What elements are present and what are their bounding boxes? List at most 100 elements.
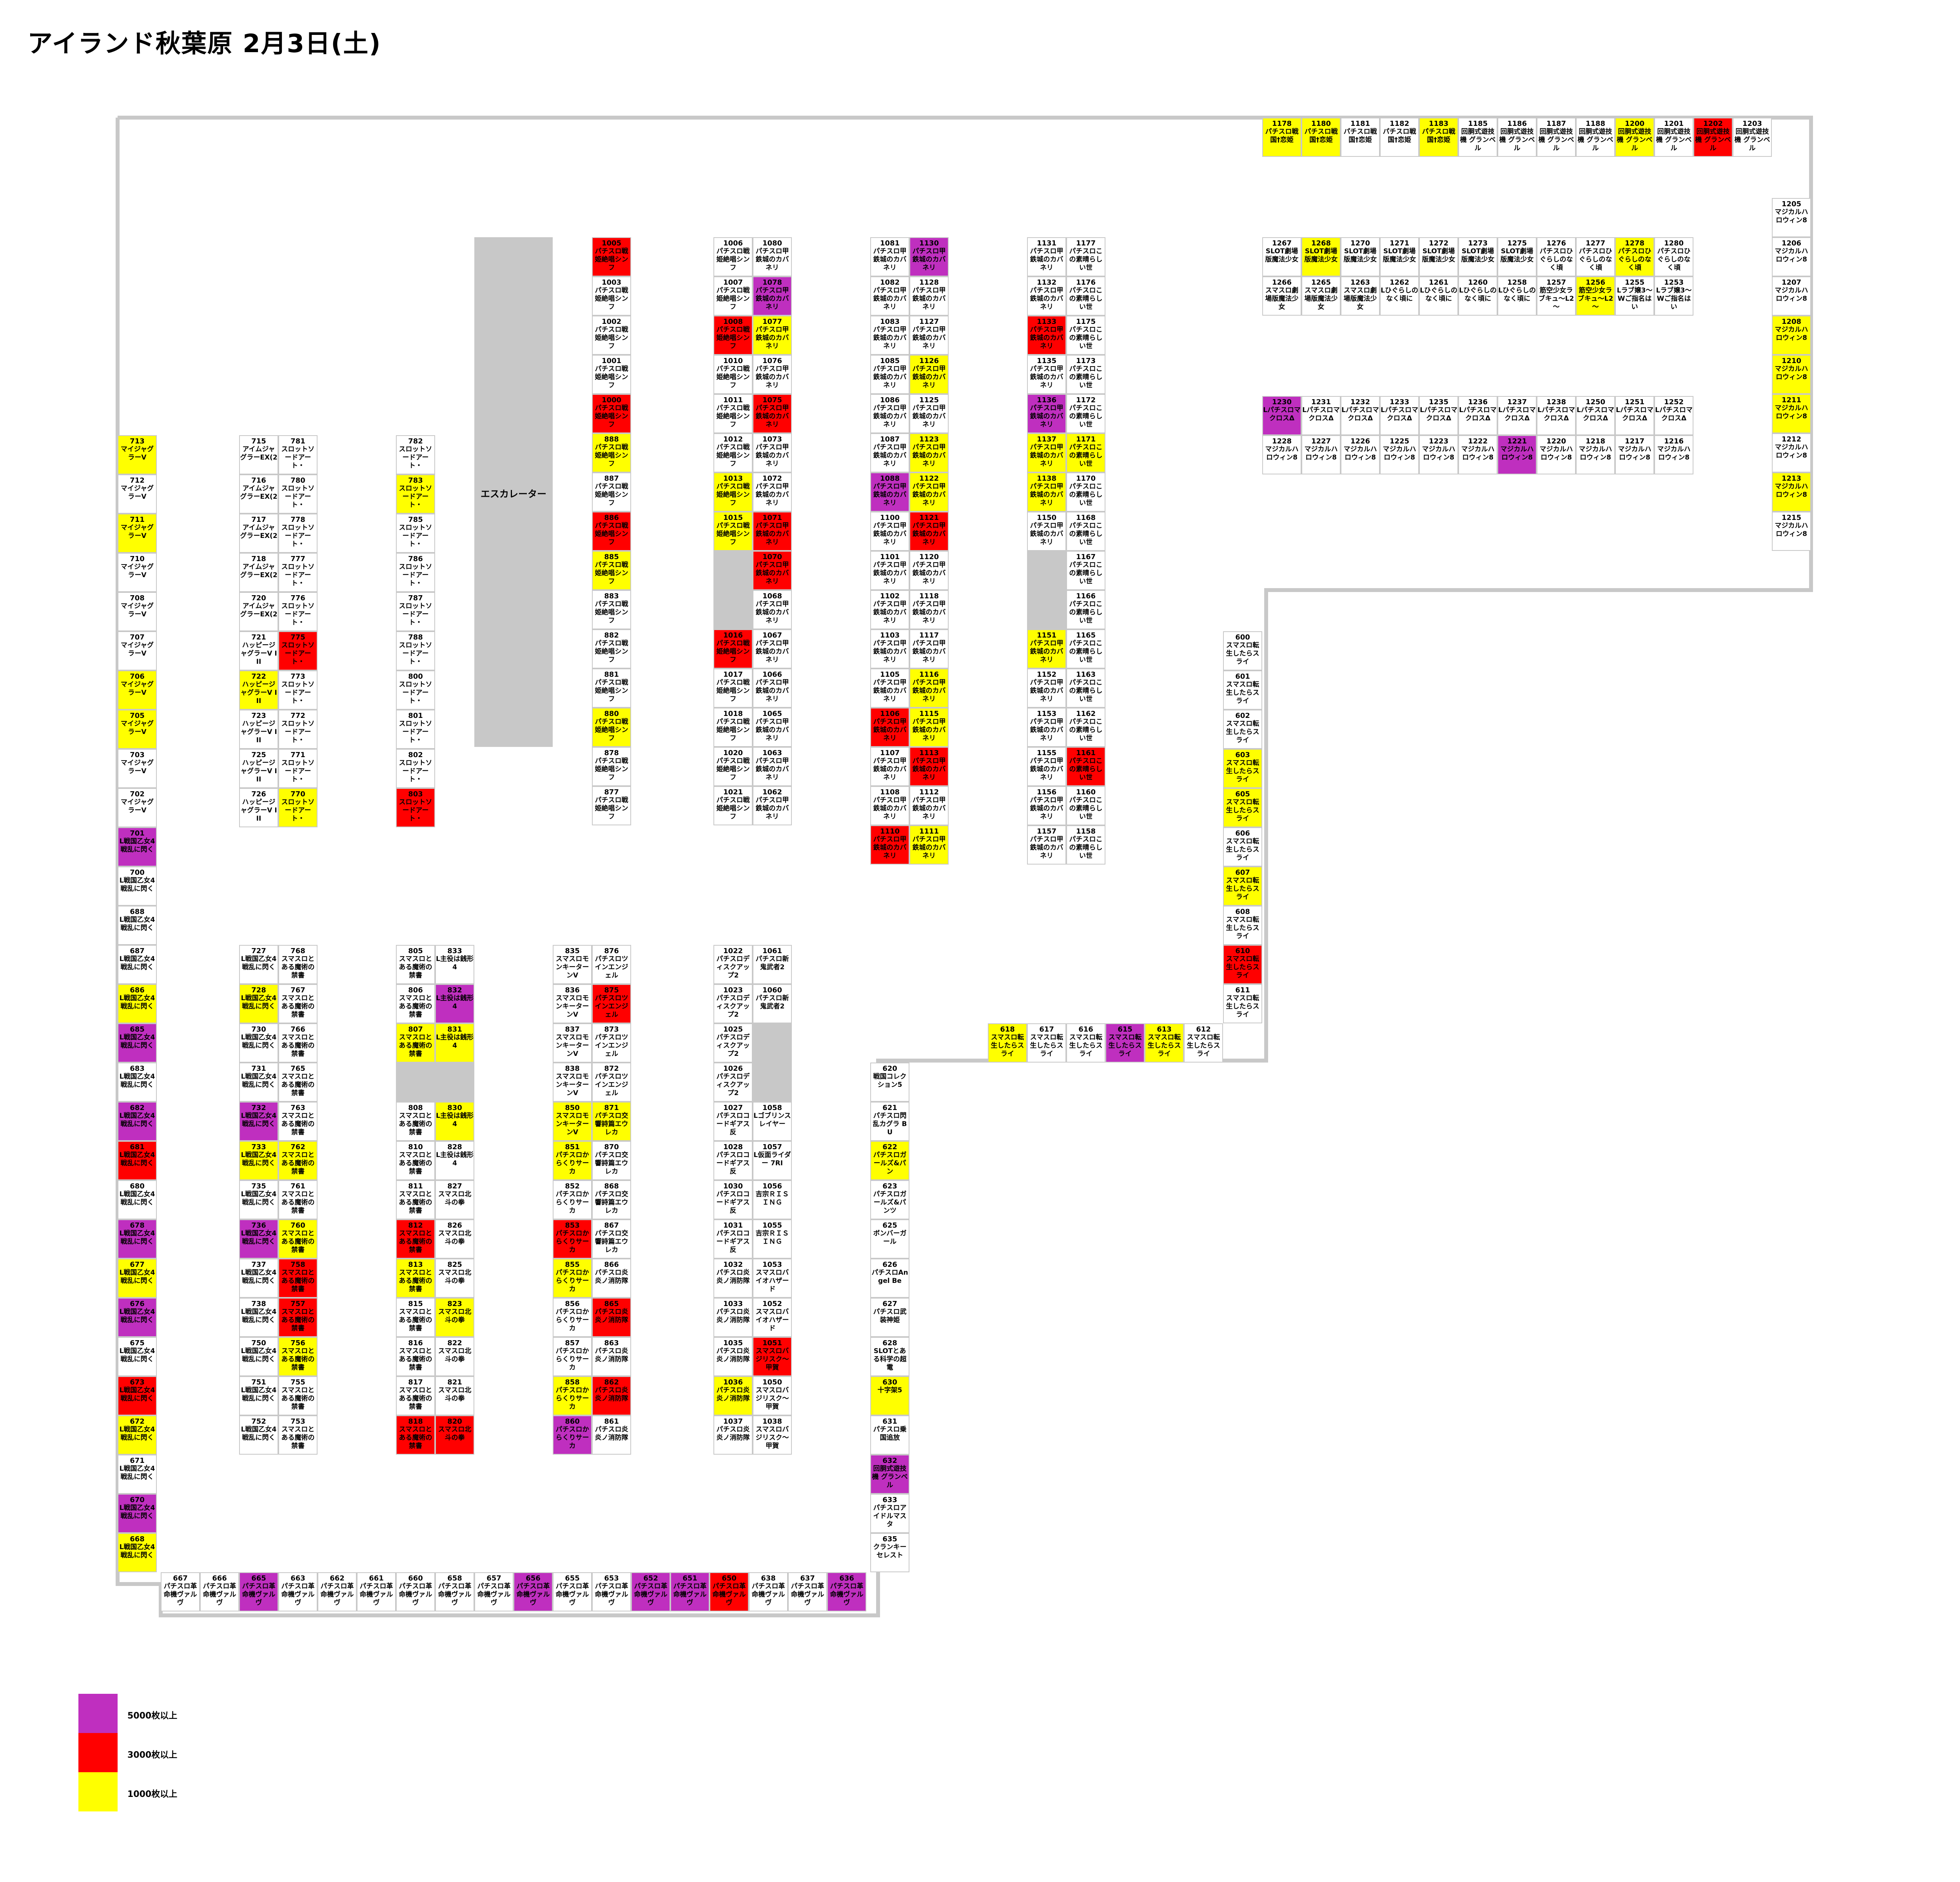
machine-1038[interactable]: 1038 スマスロバジリスク～甲賀 bbox=[753, 1415, 792, 1455]
machine-700[interactable]: 700 L戦国乙女4 戦乱に閃く bbox=[118, 867, 157, 906]
machine-755[interactable]: 755 スマスロとある魔術の禁書 bbox=[278, 1376, 318, 1415]
machine-820[interactable]: 820 スマスロ北斗の拳 bbox=[435, 1415, 474, 1455]
machine-1220[interactable]: 1220 マジカルハロウィン8 bbox=[1537, 435, 1576, 474]
machine-787[interactable]: 787 スロットソードアート・ bbox=[396, 592, 435, 631]
machine-811[interactable]: 811 スマスロとある魔術の禁書 bbox=[396, 1180, 435, 1219]
machine-1036[interactable]: 1036 パチスロ炎炎ノ消防隊 bbox=[713, 1376, 753, 1415]
machine-722[interactable]: 722 ハッピージャグラーV III bbox=[239, 670, 278, 710]
machine-1165[interactable]: 1165 パチスロこの素晴らしい世 bbox=[1066, 629, 1105, 669]
machine-807[interactable]: 807 スマスロとある魔術の禁書 bbox=[396, 1023, 435, 1063]
machine-678[interactable]: 678 L戦国乙女4 戦乱に閃く bbox=[118, 1219, 157, 1259]
machine-655[interactable]: 655 パチスロ革命機ヴァルヴ bbox=[553, 1572, 592, 1611]
machine-1260[interactable]: 1260 Lひぐらしのなく頃に bbox=[1458, 276, 1497, 316]
machine-670[interactable]: 670 L戦国乙女4 戦乱に閃く bbox=[118, 1494, 157, 1533]
machine-1135[interactable]: 1135 パチスロ甲鉄城のカバネリ bbox=[1027, 355, 1066, 394]
machine-653[interactable]: 653 パチスロ革命機ヴァルヴ bbox=[592, 1572, 631, 1611]
machine-1160[interactable]: 1160 パチスロこの素晴らしい世 bbox=[1066, 786, 1105, 825]
machine-817[interactable]: 817 スマスロとある魔術の禁書 bbox=[396, 1376, 435, 1415]
machine-1177[interactable]: 1177 パチスロこの素晴らしい世 bbox=[1066, 237, 1105, 276]
machine-1233[interactable]: 1233 LパチスロマクロスΔ bbox=[1380, 396, 1419, 435]
machine-835[interactable]: 835 スマスロモンキーターンV bbox=[553, 945, 592, 984]
machine-1215[interactable]: 1215 マジカルハロウィン8 bbox=[1772, 512, 1811, 551]
machine-1128[interactable]: 1128 パチスロ甲鉄城のカバネリ bbox=[909, 276, 949, 316]
machine-608[interactable]: 608 スマスロ転生したらスライ bbox=[1223, 906, 1262, 945]
machine-1107[interactable]: 1107 パチスロ甲鉄城のカバネリ bbox=[870, 747, 909, 786]
machine-1021[interactable]: 1021 パチスロ戦姫絶唱シンフ bbox=[713, 786, 753, 825]
machine-660[interactable]: 660 パチスロ革命機ヴァルヴ bbox=[396, 1572, 435, 1611]
machine-871[interactable]: 871 パチスロ交響詩篇エウレカ bbox=[592, 1102, 631, 1141]
machine-782[interactable]: 782 スロットソードアート・ bbox=[396, 435, 435, 474]
machine-872[interactable]: 872 パチスロツインエンジェル bbox=[592, 1063, 631, 1102]
machine-786[interactable]: 786 スロットソードアート・ bbox=[396, 553, 435, 592]
machine-1087[interactable]: 1087 パチスロ甲鉄城のカバネリ bbox=[870, 433, 909, 472]
machine-876[interactable]: 876 パチスロツインエンジェル bbox=[592, 945, 631, 984]
machine-702[interactable]: 702 マイジャグラーV bbox=[118, 788, 157, 827]
machine-658[interactable]: 658 パチスロ革命機ヴァルヴ bbox=[435, 1572, 474, 1611]
machine-620[interactable]: 620 戦国コレクション5 bbox=[870, 1063, 909, 1102]
machine-1126[interactable]: 1126 パチスロ甲鉄城のカバネリ bbox=[909, 355, 949, 394]
machine-1175[interactable]: 1175 パチスロこの素晴らしい世 bbox=[1066, 316, 1105, 355]
machine-818[interactable]: 818 スマスロとある魔術の禁書 bbox=[396, 1415, 435, 1455]
machine-1200[interactable]: 1200 回胴式遊技機 グランベル bbox=[1615, 118, 1654, 157]
machine-873[interactable]: 873 パチスロツインエンジェル bbox=[592, 1023, 631, 1063]
machine-617[interactable]: 617 スマスロ転生したらスライ bbox=[1027, 1023, 1066, 1063]
machine-1012[interactable]: 1012 パチスロ戦姫絶唱シンフ bbox=[713, 433, 753, 472]
machine-687[interactable]: 687 L戦国乙女4 戦乱に閃く bbox=[118, 945, 157, 984]
machine-675[interactable]: 675 L戦国乙女4 戦乱に閃く bbox=[118, 1337, 157, 1376]
machine-706[interactable]: 706 マイジャグラーV bbox=[118, 670, 157, 710]
machine-685[interactable]: 685 L戦国乙女4 戦乱に閃く bbox=[118, 1023, 157, 1063]
machine-1150[interactable]: 1150 パチスロ甲鉄城のカバネリ bbox=[1027, 512, 1066, 551]
machine-735[interactable]: 735 L戦国乙女4 戦乱に閃く bbox=[239, 1180, 278, 1219]
machine-1100[interactable]: 1100 パチスロ甲鉄城のカバネリ bbox=[870, 512, 909, 551]
machine-1226[interactable]: 1226 マジカルハロウィン8 bbox=[1341, 435, 1380, 474]
machine-1082[interactable]: 1082 パチスロ甲鉄城のカバネリ bbox=[870, 276, 909, 316]
machine-1060[interactable]: 1060 パチスロ新鬼武者2 bbox=[753, 984, 792, 1023]
machine-1173[interactable]: 1173 パチスロこの素晴らしい世 bbox=[1066, 355, 1105, 394]
machine-816[interactable]: 816 スマスロとある魔術の禁書 bbox=[396, 1337, 435, 1376]
machine-1003[interactable]: 1003 パチスロ戦姫絶唱シンフ bbox=[592, 276, 631, 316]
machine-1103[interactable]: 1103 パチスロ甲鉄城のカバネリ bbox=[870, 629, 909, 669]
machine-1026[interactable]: 1026 パチスロディスクアップ2 bbox=[713, 1063, 753, 1102]
machine-1132[interactable]: 1132 パチスロ甲鉄城のカバネリ bbox=[1027, 276, 1066, 316]
machine-630[interactable]: 630 十字架5 bbox=[870, 1376, 909, 1415]
machine-800[interactable]: 800 スロットソードアート・ bbox=[396, 670, 435, 710]
machine-633[interactable]: 633 パチスロアイドルマスタ bbox=[870, 1494, 909, 1533]
machine-1025[interactable]: 1025 パチスロディスクアップ2 bbox=[713, 1023, 753, 1063]
machine-1011[interactable]: 1011 パチスロ戦姫絶唱シンフ bbox=[713, 394, 753, 433]
machine-627[interactable]: 627 パチスロ武装神姫 bbox=[870, 1298, 909, 1337]
machine-1178[interactable]: 1178 パチスロ戦国†恋姫 bbox=[1262, 118, 1301, 157]
machine-1255[interactable]: 1255 Lラブ嬢3～Wご指名はい bbox=[1615, 276, 1654, 316]
machine-1257[interactable]: 1257 筋空少女ラブキュ～L2～ bbox=[1537, 276, 1576, 316]
machine-1158[interactable]: 1158 パチスロこの素晴らしい世 bbox=[1066, 825, 1105, 865]
machine-1005[interactable]: 1005 パチスロ戦姫絶唱シンフ bbox=[592, 237, 631, 276]
machine-1185[interactable]: 1185 回胴式遊技機 グランベル bbox=[1458, 118, 1497, 157]
machine-1000[interactable]: 1000 パチスロ戦姫絶唱シンフ bbox=[592, 394, 631, 433]
machine-663[interactable]: 663 パチスロ革命機ヴァルヴ bbox=[278, 1572, 318, 1611]
machine-868[interactable]: 868 パチスロ交響詩篇エウレカ bbox=[592, 1180, 631, 1219]
machine-882[interactable]: 882 パチスロ戦姫絶唱シンフ bbox=[592, 629, 631, 669]
machine-1088[interactable]: 1088 パチスロ甲鉄城のカバネリ bbox=[870, 472, 909, 512]
machine-652[interactable]: 652 パチスロ革命機ヴァルヴ bbox=[631, 1572, 670, 1611]
machine-1202[interactable]: 1202 回胴式遊技機 グランベル bbox=[1693, 118, 1733, 157]
machine-1256[interactable]: 1256 筋空少女ラブキュ～L2～ bbox=[1576, 276, 1615, 316]
machine-1163[interactable]: 1163 パチスロこの素晴らしい世 bbox=[1066, 669, 1105, 708]
machine-1236[interactable]: 1236 LパチスロマクロスΔ bbox=[1458, 396, 1497, 435]
machine-1221[interactable]: 1221 マジカルハロウィン8 bbox=[1497, 435, 1537, 474]
machine-1065[interactable]: 1065 パチスロ甲鉄城のカバネリ bbox=[753, 708, 792, 747]
machine-1223[interactable]: 1223 マジカルハロウィン8 bbox=[1419, 435, 1458, 474]
machine-813[interactable]: 813 スマスロとある魔術の禁書 bbox=[396, 1259, 435, 1298]
machine-1118[interactable]: 1118 パチスロ甲鉄城のカバネリ bbox=[909, 590, 949, 629]
machine-767[interactable]: 767 スマスロとある魔術の禁書 bbox=[278, 984, 318, 1023]
machine-1067[interactable]: 1067 パチスロ甲鉄城のカバネリ bbox=[753, 629, 792, 669]
machine-1276[interactable]: 1276 パチスロひぐらしのなく頃 bbox=[1537, 237, 1576, 276]
machine-1075[interactable]: 1075 パチスロ甲鉄城のカバネリ bbox=[753, 394, 792, 433]
machine-773[interactable]: 773 スロットソードアート・ bbox=[278, 670, 318, 710]
machine-1056[interactable]: 1056 吉宗ＲＩＳＩＮＧ bbox=[753, 1180, 792, 1219]
machine-1152[interactable]: 1152 パチスロ甲鉄城のカバネリ bbox=[1027, 669, 1066, 708]
machine-1013[interactable]: 1013 パチスロ戦姫絶唱シンフ bbox=[713, 472, 753, 512]
machine-717[interactable]: 717 アイムジャグラーEX(2 bbox=[239, 514, 278, 553]
machine-827[interactable]: 827 スマスロ北斗の拳 bbox=[435, 1180, 474, 1219]
machine-622[interactable]: 622 パチスロガールズ&パン bbox=[870, 1141, 909, 1180]
machine-688[interactable]: 688 L戦国乙女4 戦乱に閃く bbox=[118, 906, 157, 945]
machine-783[interactable]: 783 スロットソードアート・ bbox=[396, 474, 435, 514]
